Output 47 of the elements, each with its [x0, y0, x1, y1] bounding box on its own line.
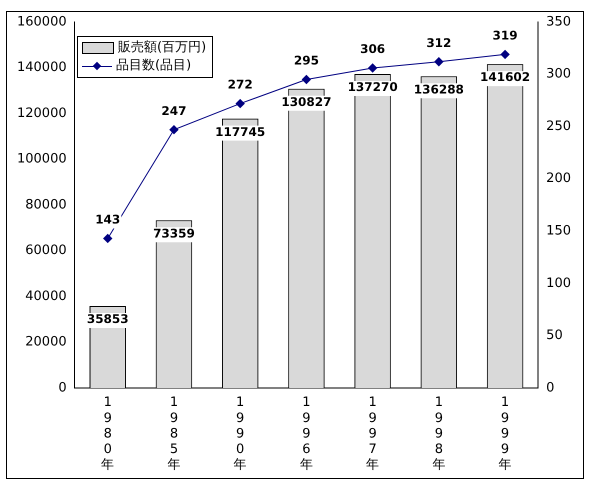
point	[103, 234, 112, 243]
data-label: 117745	[215, 124, 266, 139]
y-tick-label: 100000	[16, 152, 67, 167]
data-label: 35853	[86, 312, 129, 326]
y-tick-label: 60000	[25, 243, 67, 258]
x-tick-label: 1999年	[498, 395, 512, 473]
data-label: 130827	[281, 94, 332, 109]
legend-label: 販売額(百万円)	[118, 39, 206, 57]
x-tick-label: 1985年	[167, 395, 180, 473]
y2-tick-label: 350	[546, 14, 572, 30]
y-tick-label: 80000	[25, 197, 67, 212]
data-label: 272	[228, 78, 253, 92]
y-tick-label: 40000	[25, 288, 67, 304]
y2-tick-label: 50	[546, 328, 563, 344]
data-label: 295	[294, 54, 319, 68]
x-tick-label: 1998年	[432, 395, 446, 473]
point	[368, 64, 378, 73]
data-label: 319	[492, 28, 518, 43]
y2-tick-label: 300	[546, 66, 572, 82]
data-label: 247	[161, 104, 186, 118]
y2-tick-label: 250	[546, 118, 572, 134]
y2-tick-label: 150	[546, 224, 572, 239]
data-label: 312	[426, 36, 452, 50]
point	[500, 50, 510, 59]
y2-tick-label: 0	[546, 380, 554, 396]
x-tick-label: 1996年	[300, 395, 313, 473]
y2-tick-label: 200	[546, 171, 572, 186]
data-label: 136288	[414, 82, 464, 96]
y-tick-label: 20000	[25, 334, 67, 350]
point	[302, 75, 311, 84]
data-label: 306	[360, 42, 386, 56]
data-label: 73359	[153, 226, 195, 240]
legend-label: 品目数(品目)	[116, 57, 192, 75]
point	[434, 57, 444, 66]
x-tick-label: 1990年	[234, 395, 247, 473]
x-tick-label: 1980年	[101, 395, 114, 473]
y2-tick-label: 100	[546, 276, 572, 291]
y-tick-label: 160000	[16, 14, 67, 30]
data-label: 143	[95, 212, 120, 227]
data-label: 141602	[480, 70, 530, 84]
y-tick-label: 120000	[16, 106, 67, 121]
point	[236, 99, 245, 108]
point	[169, 125, 178, 134]
data-label: 137270	[348, 80, 398, 94]
y-tick-label: 140000	[16, 60, 67, 76]
y-tick-label: 0	[58, 380, 67, 396]
x-tick-label: 1997年	[366, 395, 380, 473]
